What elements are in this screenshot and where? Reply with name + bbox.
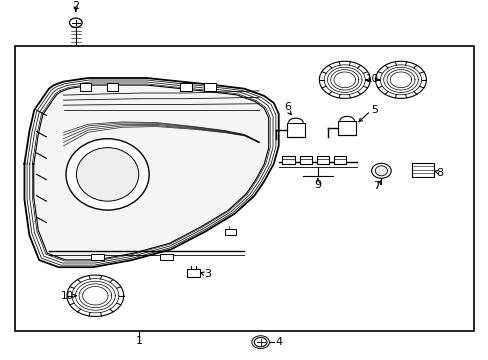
Circle shape: [254, 338, 266, 347]
Bar: [316, 156, 328, 164]
Text: 8: 8: [436, 168, 443, 177]
Text: 7: 7: [372, 181, 379, 191]
Text: 9: 9: [314, 180, 321, 190]
Bar: [106, 84, 118, 90]
Bar: [333, 156, 346, 164]
Text: 10: 10: [366, 74, 378, 84]
Text: 4: 4: [275, 337, 283, 347]
Text: 1: 1: [136, 337, 142, 346]
Bar: [186, 269, 199, 277]
Bar: [411, 163, 433, 177]
Ellipse shape: [76, 148, 139, 201]
Ellipse shape: [66, 139, 149, 210]
Polygon shape: [34, 85, 268, 260]
Bar: [338, 121, 355, 135]
Bar: [204, 84, 216, 90]
Ellipse shape: [371, 163, 390, 178]
Ellipse shape: [375, 166, 387, 176]
Bar: [282, 156, 294, 164]
Text: 10: 10: [61, 291, 74, 301]
Bar: [80, 84, 91, 90]
Bar: [180, 84, 191, 90]
Text: 2: 2: [72, 1, 79, 10]
Bar: [224, 229, 235, 235]
Text: 5: 5: [371, 105, 378, 115]
Bar: [91, 254, 104, 260]
Polygon shape: [24, 78, 278, 267]
Bar: [299, 156, 311, 164]
Text: 6: 6: [284, 102, 290, 112]
Bar: [160, 254, 172, 260]
Circle shape: [69, 18, 82, 27]
Text: 3: 3: [203, 269, 210, 279]
Bar: [15, 46, 473, 332]
Bar: [286, 123, 304, 137]
